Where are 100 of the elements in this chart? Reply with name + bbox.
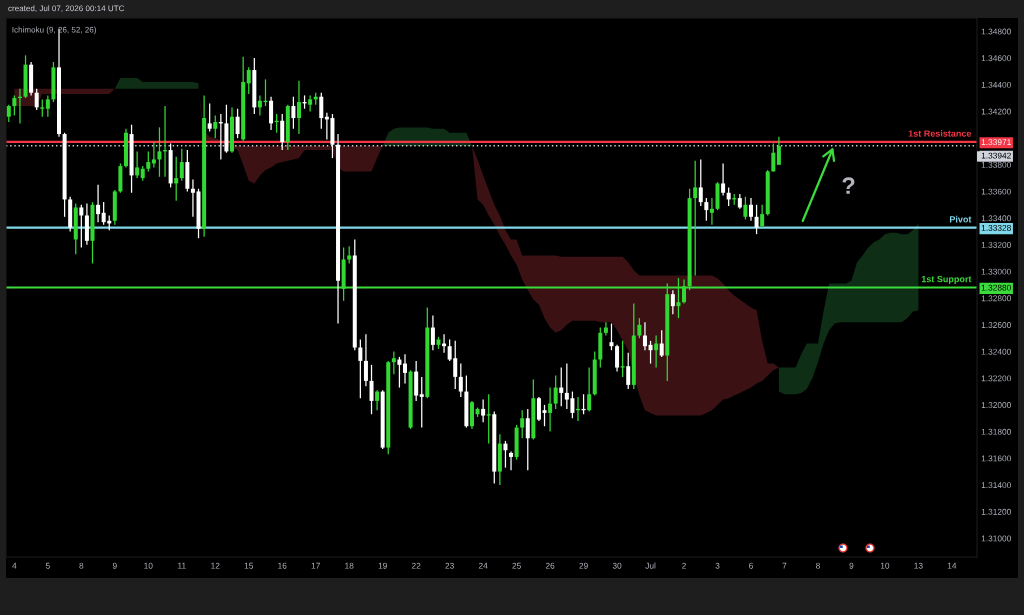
candlestick xyxy=(363,333,368,387)
candlestick xyxy=(698,158,703,207)
y-tick-label: 1.31400 xyxy=(981,482,1011,489)
candlestick xyxy=(587,366,592,413)
candlestick xyxy=(430,314,435,351)
candlestick xyxy=(748,197,753,222)
candlestick xyxy=(670,289,675,315)
y-tick-label: 1.32000 xyxy=(981,402,1011,409)
x-tick-label: 9 xyxy=(849,562,854,569)
candlestick xyxy=(296,80,301,135)
candlestick xyxy=(375,389,380,411)
candlestick xyxy=(743,196,748,221)
x-tick-label: 4 xyxy=(12,562,17,569)
y-tick-label: 1.33400 xyxy=(981,215,1011,222)
candlestick xyxy=(213,114,218,139)
candlestick xyxy=(235,108,240,139)
x-tick-label: 9 xyxy=(112,562,117,569)
candlestick xyxy=(358,338,363,399)
candlestick xyxy=(419,376,424,429)
candlestick xyxy=(486,393,491,445)
y-tick-label: 1.32200 xyxy=(981,375,1011,382)
candlestick xyxy=(246,66,251,95)
candlestick xyxy=(174,156,179,202)
candlestick xyxy=(754,204,759,235)
candlestick xyxy=(179,148,184,182)
candlestick xyxy=(369,364,374,415)
candlestick xyxy=(397,356,402,389)
annotation: ? xyxy=(842,177,855,194)
candlestick xyxy=(704,197,709,222)
candlestick xyxy=(12,94,17,117)
x-tick-label: 23 xyxy=(445,562,454,569)
candlestick xyxy=(760,204,765,229)
x-tick-label: 24 xyxy=(478,562,488,569)
candlestick xyxy=(626,352,631,390)
y-tick-label: 1.32880 xyxy=(981,284,1011,291)
candlestick xyxy=(721,162,726,197)
x-tick-label: 30 xyxy=(612,562,622,569)
x-tick-label: 10 xyxy=(144,562,153,569)
x-tick-label: 15 xyxy=(244,562,254,569)
chart-title: created, Jul 07, 2026 00:14 UTC xyxy=(8,5,125,13)
y-tick-label: 1.31600 xyxy=(981,455,1011,462)
ref-line-label: 1st Resistance xyxy=(908,130,972,137)
candlestick xyxy=(776,136,781,166)
candlestick xyxy=(190,178,195,218)
x-tick-label: 14 xyxy=(947,562,957,569)
x-tick-label: 12 xyxy=(211,562,220,569)
candlestick xyxy=(146,150,151,173)
y-tick-label: 1.32400 xyxy=(981,348,1011,355)
y-tick-label: 1.33200 xyxy=(981,242,1011,248)
candlestick xyxy=(402,353,408,385)
x-tick-label: 2 xyxy=(682,562,686,569)
y-tick-label: 1.32600 xyxy=(981,322,1011,328)
x-tick-label: 8 xyxy=(79,562,84,569)
y-tick-label: 1.31000 xyxy=(981,535,1011,542)
x-tick-label: 7 xyxy=(782,562,787,569)
candlestick xyxy=(391,350,396,375)
candlestick xyxy=(96,184,101,223)
candlestick xyxy=(525,408,530,471)
x-tick-label: 13 xyxy=(914,562,923,569)
candlestick xyxy=(609,322,614,351)
y-tick-label: 1.31800 xyxy=(981,428,1011,435)
candlestick xyxy=(280,113,285,151)
x-tick-label: 25 xyxy=(512,562,521,569)
candlestick xyxy=(151,141,156,169)
ref-line-label: Pivot xyxy=(949,215,972,223)
candlestick xyxy=(308,94,313,113)
candlestick xyxy=(536,396,541,422)
candlestick xyxy=(291,96,296,130)
y-tick-label: 1.34400 xyxy=(981,81,1011,88)
candlestick xyxy=(553,374,558,410)
candlestick xyxy=(771,142,776,173)
candlestick xyxy=(319,92,324,130)
candlestick xyxy=(693,160,698,277)
y-tick-label: 1.34600 xyxy=(981,55,1011,62)
candlestick xyxy=(269,96,274,131)
x-tick-label: 18 xyxy=(345,562,354,569)
y-tick-label: 1.32800 xyxy=(981,295,1011,302)
y-tick-label: 1.33000 xyxy=(981,268,1011,275)
candlestick xyxy=(648,340,653,365)
x-tick-label: 19 xyxy=(378,562,387,569)
candlestick xyxy=(207,102,212,133)
x-tick-label: 3 xyxy=(715,562,720,569)
candlestick xyxy=(135,150,140,179)
candlestick xyxy=(615,344,620,373)
y-tick-label: 1.33800 xyxy=(981,161,1011,168)
y-tick-label: 1.33971 xyxy=(981,139,1011,146)
candlestick xyxy=(520,409,525,439)
candlestick xyxy=(709,197,714,226)
x-tick-label: 16 xyxy=(278,562,287,569)
x-tick-label: 11 xyxy=(178,562,186,569)
candlestick xyxy=(157,126,162,178)
candlestick xyxy=(481,398,486,423)
candlestick xyxy=(659,329,664,358)
candlestick xyxy=(79,204,84,249)
candlestick xyxy=(642,321,647,351)
x-tick-label: 6 xyxy=(749,562,753,569)
y-tick-label: 1.33600 xyxy=(981,188,1011,195)
annotation: Ichimoku (9, 26, 52, 26) xyxy=(12,26,96,35)
candlestick xyxy=(637,317,642,339)
candlestick xyxy=(542,404,547,427)
